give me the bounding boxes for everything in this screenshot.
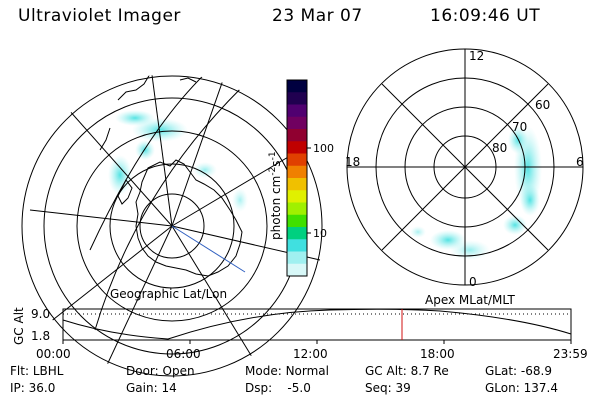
status-mode: Mode: Normal [245,364,329,378]
timeline-ytick-top: 9.0 [31,307,50,321]
right-panel-label: Apex MLat/MLT [425,293,515,307]
colorbar-tick-10: 10 [313,227,327,240]
timeline-ytick-bottom: 1.8 [31,329,50,343]
colorbar-band [287,263,307,277]
status-door: Door: Open [126,364,195,378]
observation-time: 16:09:46 UT [430,6,541,26]
colorbar-band [287,202,307,216]
colorbar-band [287,116,307,130]
colorbar-band [287,178,307,191]
status-glat: GLat: -68.9 [485,364,552,378]
colorbar-unit-label: photon cm-2s-1 [268,151,283,240]
left-panel-label: Geographic Lat/Lon [110,287,227,301]
instrument-title: Ultraviolet Imager [18,6,181,26]
colorbar-tick-100: 100 [313,142,334,155]
status-gain: Gain: 14 [126,381,177,395]
colorbar-band [287,129,307,142]
mlt-label-0: 0 [469,275,477,289]
apex-polar-plot: 12 18 6 0 60 70 80 Apex MLat/MLT [345,48,584,307]
timeline-ylabel: GC Alt [12,307,26,345]
colorbar-band [287,104,307,118]
colorbar-band [287,141,307,154]
status-gc-alt: GC Alt: 8.7 Re [365,364,449,378]
mlt-label-6: 6 [576,155,584,169]
status-flt: Flt: LBHL [10,364,64,378]
colorbar-band [287,190,307,203]
timeline-xtick: 12:00 [293,347,328,361]
geographic-map: Geographic Lat/Lon [21,74,323,378]
timeline-xtick: 18:00 [420,347,455,361]
status-dsp: Dsp: -5.0 [245,381,311,395]
colorbar-band [287,227,307,240]
colorbar-band [287,165,307,179]
status-ip: IP: 36.0 [10,381,56,395]
colorbar-band [287,214,307,228]
colorbar-band [287,239,307,252]
colorbar-band [287,80,307,93]
mlat-label-60: 60 [535,98,550,112]
colorbar-band [287,92,307,105]
colorbar-band [287,251,307,265]
colorbar: 100 10 photon cm-2s-1 [268,79,334,277]
status-glon: GLon: 137.4 [485,381,558,395]
mlt-label-18: 18 [345,155,360,169]
timeline-xtick: 00:00 [36,347,71,361]
mlat-label-80: 80 [492,141,507,155]
coastline [135,159,243,277]
status-seq: Seq: 39 [365,381,411,395]
mlat-label-70: 70 [512,120,527,134]
colorbar-band [287,153,307,167]
timeline-xtick: 23:59 [553,347,588,361]
orbit-timeline: GC Alt 9.0 1.8 00:00 06:00 12:00 18:00 2… [12,307,588,361]
observation-date: 23 Mar 07 [272,6,363,26]
timeline-xtick: 06:00 [166,347,201,361]
mlt-label-12: 12 [469,49,484,63]
